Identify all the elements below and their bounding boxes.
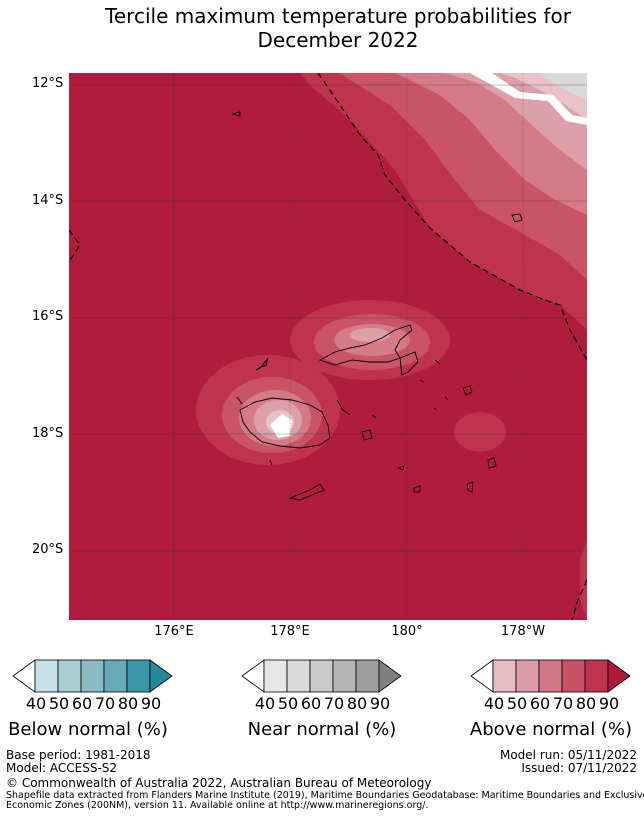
below-swatch-1 [34, 659, 59, 693]
lon-label-178e: 178°E [270, 624, 310, 639]
white-patch [470, 73, 587, 125]
above-tick-70: 70 [552, 694, 574, 713]
below-min-arrow [12, 659, 36, 693]
near-tick-80: 80 [346, 694, 368, 713]
issued-date: Issued: 07/11/2022 [521, 761, 637, 775]
lat-label-16s: 16°S [32, 309, 64, 324]
viti-levu-coast [239, 397, 331, 449]
below-swatch-2 [57, 659, 82, 693]
near-tick-50: 50 [277, 694, 299, 713]
above-swatch-3 [538, 659, 563, 693]
above-tick-40: 40 [483, 694, 505, 713]
below-max-arrow [149, 659, 173, 693]
near-normal-title: Near normal (%) [247, 719, 397, 740]
above-tick-90: 90 [598, 694, 620, 713]
probability-map [69, 73, 587, 620]
above-swatch-2 [515, 659, 540, 693]
model-run: Model run: 05/11/2022 [499, 748, 637, 762]
kadavu-coast [288, 483, 325, 501]
below-tick-60: 60 [71, 694, 93, 713]
base-period: Base period: 1981-2018 [6, 748, 151, 762]
lat-label-20s: 20°S [32, 542, 64, 557]
above-tick-80: 80 [575, 694, 597, 713]
near-max-arrow [378, 659, 402, 693]
below-tick-50: 50 [48, 694, 70, 713]
below-swatch-5 [126, 659, 151, 693]
near-tick-60: 60 [300, 694, 322, 713]
near-tick-40: 40 [254, 694, 276, 713]
above-max-arrow [607, 659, 631, 693]
lat-label-12s: 12°S [32, 76, 64, 91]
near-swatch-2 [286, 659, 311, 693]
below-swatch-4 [103, 659, 128, 693]
below-tick-40: 40 [25, 694, 47, 713]
title-line-1: Tercile maximum temperature probabilitie… [105, 4, 571, 28]
map-area [69, 73, 587, 620]
below-tick-90: 90 [140, 694, 162, 713]
near-swatch-1 [263, 659, 288, 693]
above-tick-60: 60 [529, 694, 551, 713]
below-swatch-3 [80, 659, 105, 693]
lat-label-18s: 18°S [32, 426, 64, 441]
colorbar-below [12, 659, 173, 693]
above-tick-50: 50 [506, 694, 528, 713]
model-name: Model: ACCESS-S2 [6, 761, 118, 775]
title-line-2: December 2022 [257, 28, 419, 52]
shapefile-credit-line-1: Shapefile data extracted from Flanders M… [6, 790, 644, 801]
above-swatch-1 [492, 659, 517, 693]
grid-lines [69, 73, 587, 620]
shapefile-credit-line-2: Economic Zones (200NM), version 11. Avai… [6, 800, 429, 811]
taveuni-coast [399, 351, 419, 376]
se-corner-80 [580, 540, 587, 620]
above-min-arrow [470, 659, 494, 693]
eez-boundaries [69, 73, 587, 620]
lon-label-176e: 176°E [154, 624, 194, 639]
above-swatch-4 [561, 659, 586, 693]
near-normal-region [540, 73, 587, 100]
vanua-levu-50 [350, 328, 390, 342]
map-title: Tercile maximum temperature probabilitie… [0, 4, 644, 52]
vanua-levu-coast [318, 324, 413, 366]
near-tick-70: 70 [323, 694, 345, 713]
lon-label-178w: 178°W [500, 624, 546, 639]
below-tick-80: 80 [117, 694, 139, 713]
copyright: © Commonwealth of Australia 2022, Austra… [6, 776, 432, 790]
lon-label-180: 180° [391, 624, 423, 639]
near-swatch-5 [355, 659, 380, 693]
colorbars [12, 659, 631, 693]
above-swatch-5 [584, 659, 609, 693]
colorbar-above [470, 659, 631, 693]
near-swatch-3 [309, 659, 334, 693]
below-normal-title: Below normal (%) [8, 719, 168, 740]
below-tick-70: 70 [94, 694, 116, 713]
white-core [270, 414, 292, 438]
near-tick-90: 90 [369, 694, 391, 713]
lau-80 [454, 412, 506, 452]
near-swatch-4 [332, 659, 357, 693]
coastlines [231, 111, 523, 501]
colorbar-near [241, 659, 402, 693]
near-min-arrow [241, 659, 265, 693]
lat-label-14s: 14°S [32, 193, 64, 208]
above-normal-title: Above normal (%) [469, 719, 633, 740]
